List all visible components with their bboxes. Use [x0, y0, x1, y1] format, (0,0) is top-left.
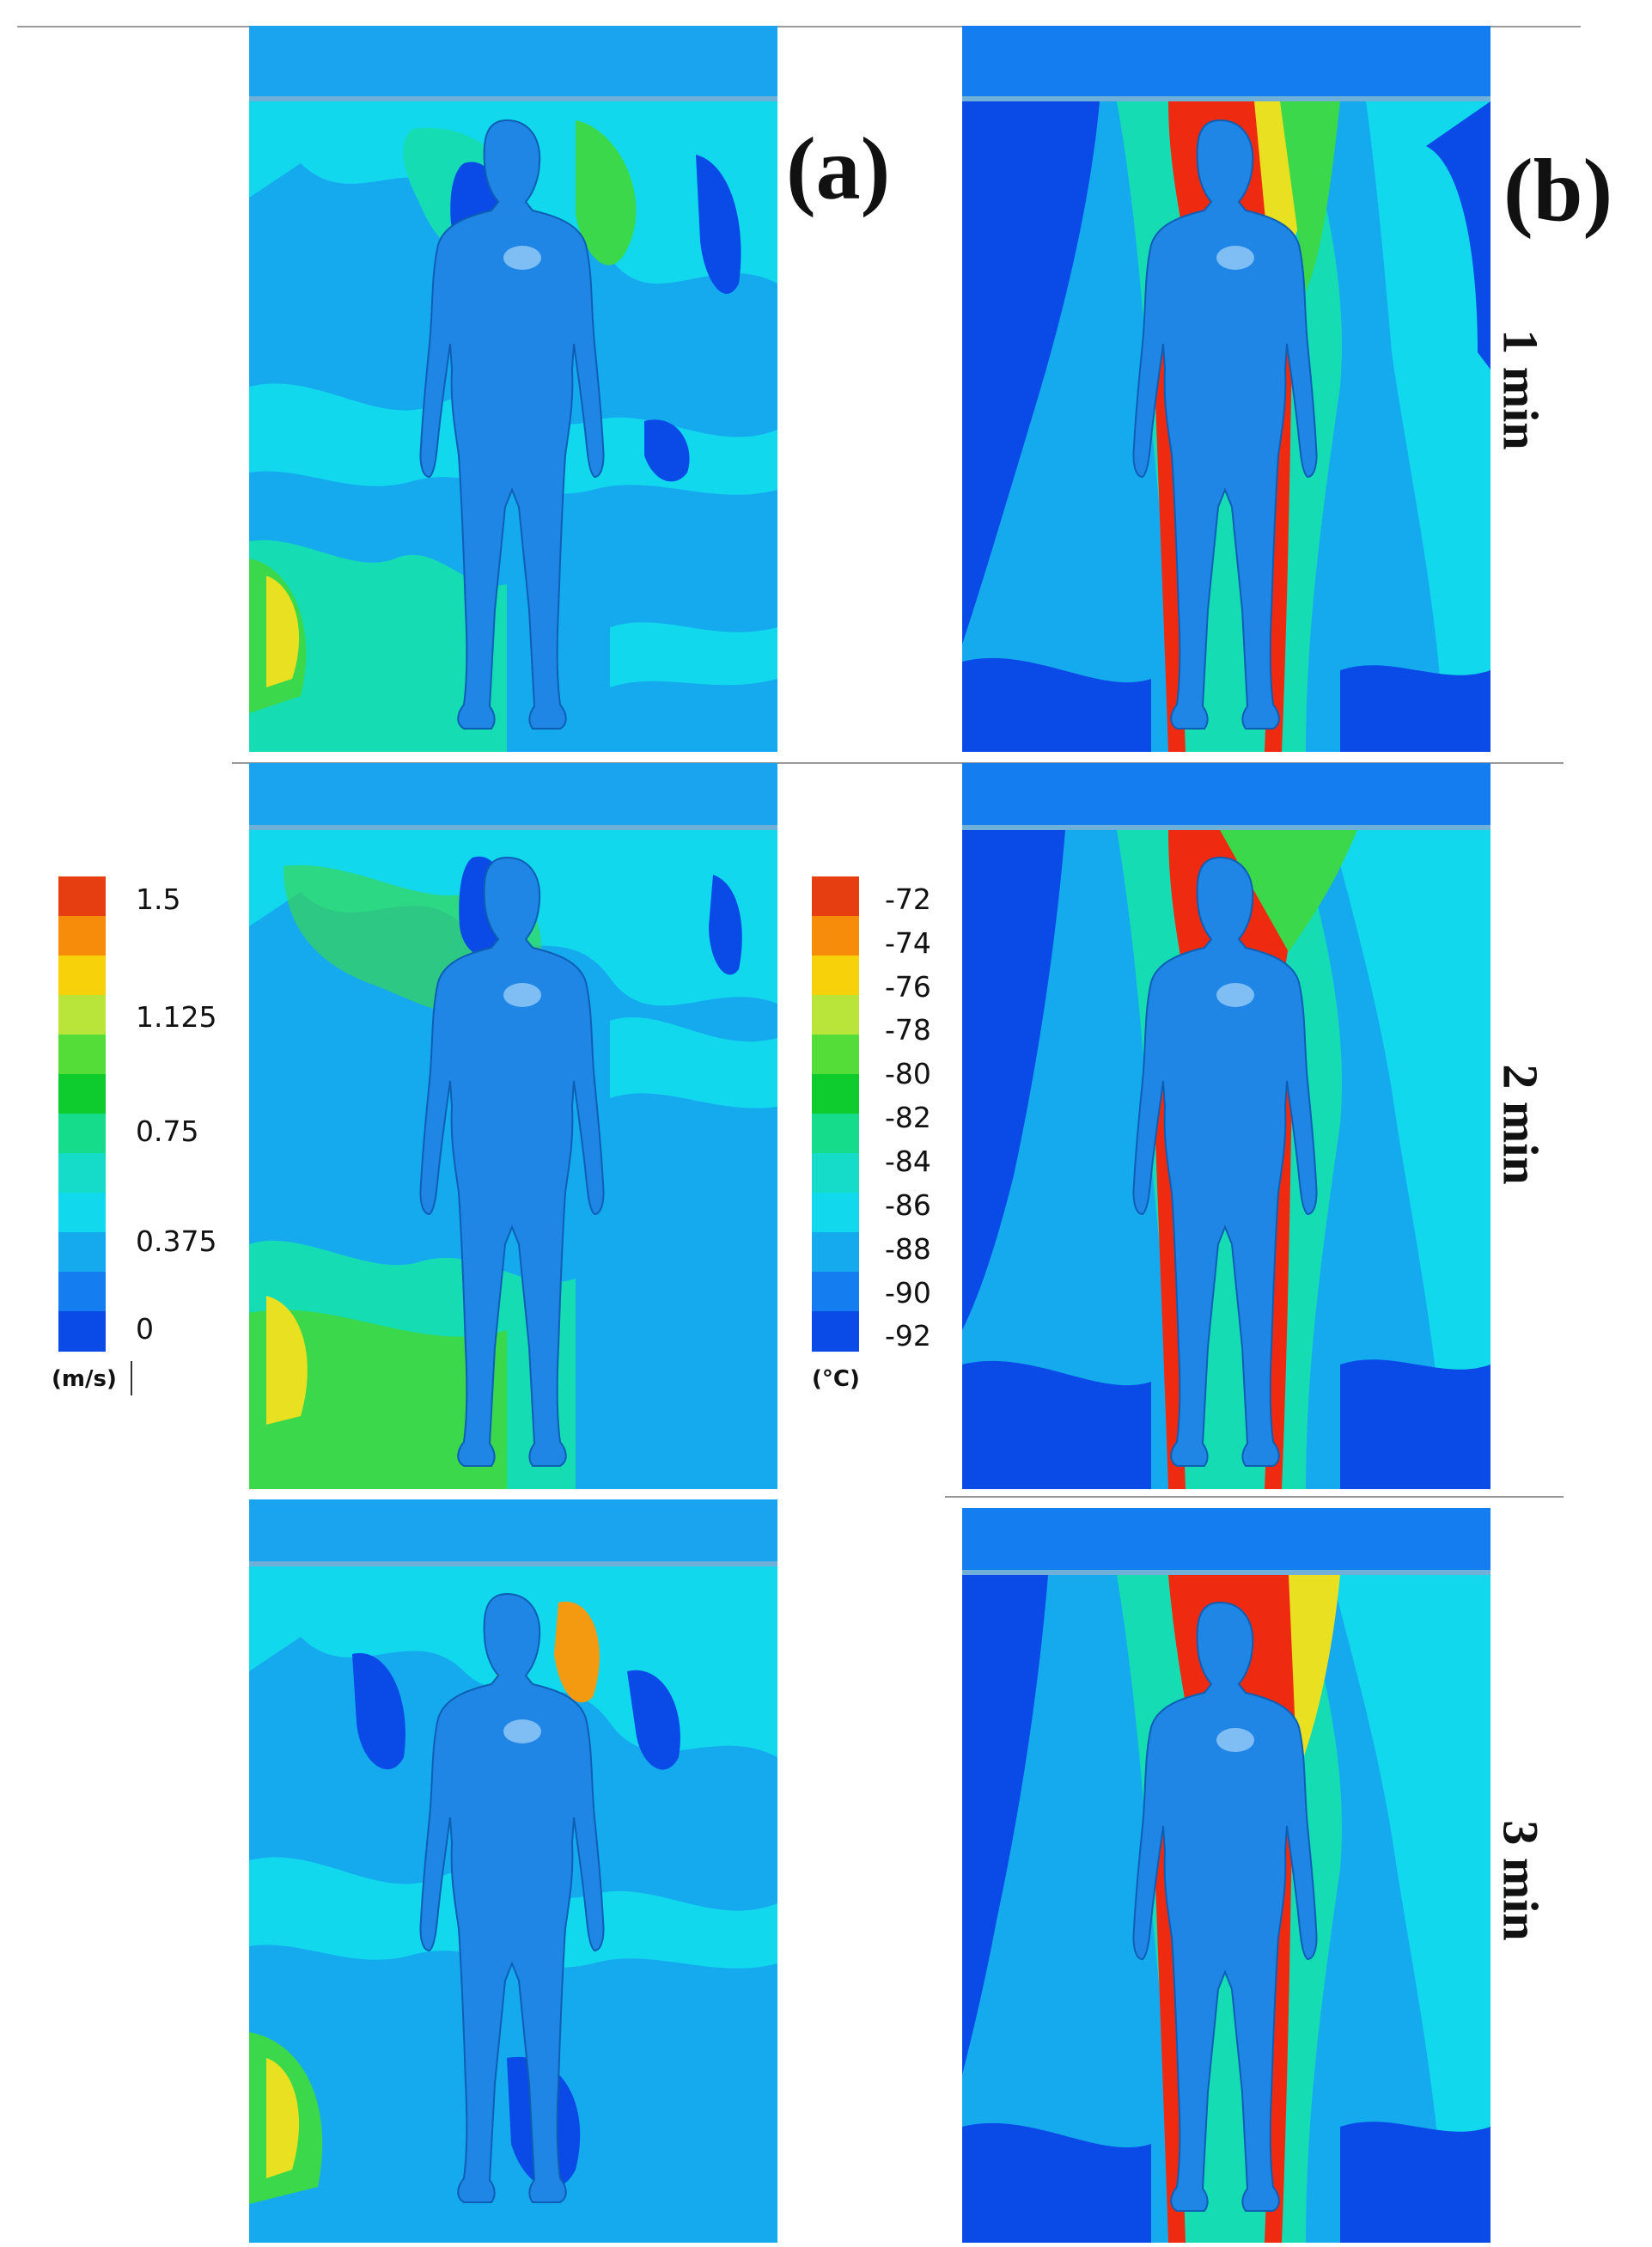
velocity-tick-3: 0.375 [136, 1224, 217, 1258]
temperature-tick-3: -78 [885, 1013, 931, 1047]
velocity-tick-1: 1.125 [136, 1000, 217, 1034]
temperature-tick-1: -74 [885, 926, 931, 960]
velocity-color-segment [58, 1193, 106, 1233]
temperature-panel-2min [962, 763, 1490, 1489]
velocity-color-segment [58, 995, 106, 1035]
temperature-tick-2: -76 [885, 970, 931, 1004]
velocity-tick-2: 0.75 [136, 1114, 199, 1148]
velocity-unit: (m/s) [52, 1366, 117, 1392]
temperature-color-segment [812, 1193, 859, 1233]
temperature-tick-10: -92 [885, 1319, 931, 1352]
temperature-tick-4: -80 [885, 1057, 931, 1090]
human-figure [1132, 1601, 1318, 2212]
velocity-color-segment [58, 1232, 106, 1273]
panel-label-b: (b) [1503, 141, 1613, 240]
velocity-color-segment [58, 1311, 106, 1352]
top-rule [17, 26, 1581, 27]
velocity-color-segment [58, 956, 106, 996]
temperature-color-segment [812, 1232, 859, 1273]
velocity-color-segment [58, 1272, 106, 1312]
velocity-color-segment [58, 1153, 106, 1194]
velocity-color-segment [58, 1074, 106, 1114]
time-label-3: 3 min [1492, 1820, 1549, 1941]
velocity-unit-cursor [131, 1361, 132, 1395]
temperature-tick-6: -84 [885, 1145, 931, 1178]
velocity-color-segment [58, 916, 106, 956]
velocity-panel-2min [249, 763, 777, 1489]
temperature-color-segment [812, 1035, 859, 1075]
temperature-color-segment [812, 1311, 859, 1352]
row-rule-2 [945, 1496, 1564, 1498]
temperature-panel-3min [962, 1508, 1490, 2243]
velocity-tick-4: 0 [136, 1312, 154, 1346]
temperature-color-segment [812, 916, 859, 956]
velocity-color-segment [58, 1035, 106, 1075]
human-figure [1132, 119, 1318, 730]
time-label-2: 2 min [1492, 1064, 1549, 1185]
temperature-unit: (°C) [812, 1366, 860, 1392]
row-rule-1 [232, 762, 1564, 764]
temperature-color-segment [812, 956, 859, 996]
human-figure [419, 119, 605, 730]
human-figure [419, 1592, 605, 2203]
temperature-color-segment [812, 995, 859, 1035]
temperature-color-segment [812, 1272, 859, 1312]
figure-highlight [503, 246, 541, 270]
temperature-panel-1min [962, 26, 1490, 752]
figure-highlight [503, 983, 541, 1007]
velocity-color-segment [58, 876, 106, 917]
velocity-color-segment [58, 1114, 106, 1154]
temperature-tick-9: -90 [885, 1276, 931, 1310]
temperature-color-segment [812, 1153, 859, 1194]
human-figure [419, 856, 605, 1467]
human-figure [1132, 856, 1318, 1467]
velocity-panel-3min [249, 1499, 777, 2243]
temperature-color-bar [812, 876, 859, 1352]
time-label-1: 1 min [1492, 329, 1549, 450]
figure-highlight [1216, 246, 1254, 270]
velocity-tick-0: 1.5 [136, 882, 181, 916]
figure-highlight [503, 1719, 541, 1743]
velocity-color-bar [58, 876, 106, 1352]
temperature-tick-7: -86 [885, 1188, 931, 1222]
velocity-panel-1min [249, 26, 777, 752]
temperature-color-segment [812, 1074, 859, 1114]
temperature-tick-0: -72 [885, 882, 931, 916]
temperature-tick-5: -82 [885, 1101, 931, 1134]
figure-highlight [1216, 1728, 1254, 1752]
panel-label-a: (a) [786, 119, 891, 218]
temperature-tick-8: -88 [885, 1232, 931, 1266]
temperature-color-segment [812, 1114, 859, 1154]
figure-highlight [1216, 983, 1254, 1007]
temperature-color-segment [812, 876, 859, 917]
